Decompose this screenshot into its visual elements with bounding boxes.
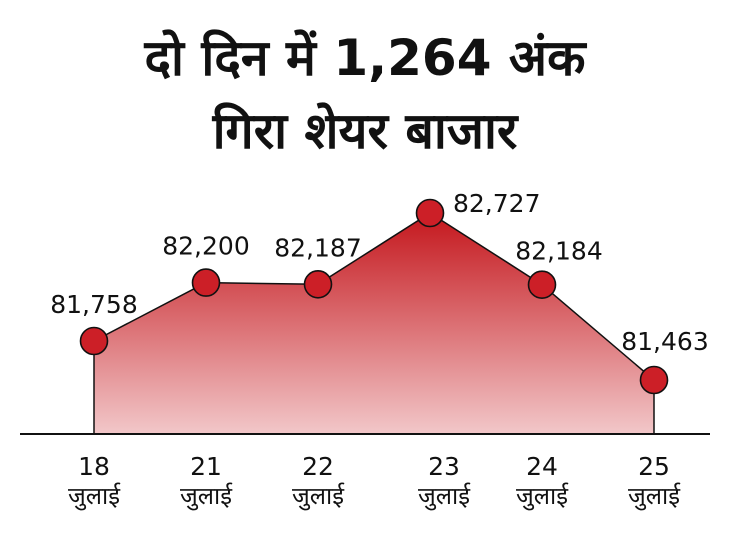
chart-title-line-1: दो दिन में 1,264 अंक	[144, 29, 586, 87]
value-label-1: 81,758	[50, 290, 137, 319]
data-point-4	[415, 198, 445, 228]
data-point-1	[79, 326, 109, 356]
x-tick-month-1: जुलाई	[68, 482, 121, 511]
data-point-6	[639, 365, 669, 395]
value-label-6: 81,463	[621, 327, 708, 356]
x-tick-day-3: 22	[302, 452, 334, 481]
value-label-5: 82,184	[515, 237, 602, 266]
data-point-3	[303, 269, 333, 299]
value-label-3: 82,187	[274, 233, 361, 262]
x-tick-month-2: जुलाई	[180, 482, 233, 511]
x-tick-month-5: जुलाई	[516, 482, 569, 511]
x-tick-day-6: 25	[638, 452, 670, 481]
x-tick-day-2: 21	[190, 452, 222, 481]
value-label-4: 82,727	[453, 189, 540, 218]
x-tick-month-3: जुलाई	[292, 482, 345, 511]
chart-title-line-2: गिरा शेयर बाजार	[212, 102, 518, 160]
x-tick-day-1: 18	[78, 452, 110, 481]
x-tick-day-4: 23	[428, 452, 460, 481]
x-tick-day-5: 24	[526, 452, 558, 481]
value-label-2: 82,200	[162, 232, 249, 261]
x-tick-month-6: जुलाई	[628, 482, 681, 511]
x-tick-month-4: जुलाई	[418, 482, 471, 511]
data-point-2	[191, 268, 221, 297]
data-point-5	[527, 270, 557, 300]
